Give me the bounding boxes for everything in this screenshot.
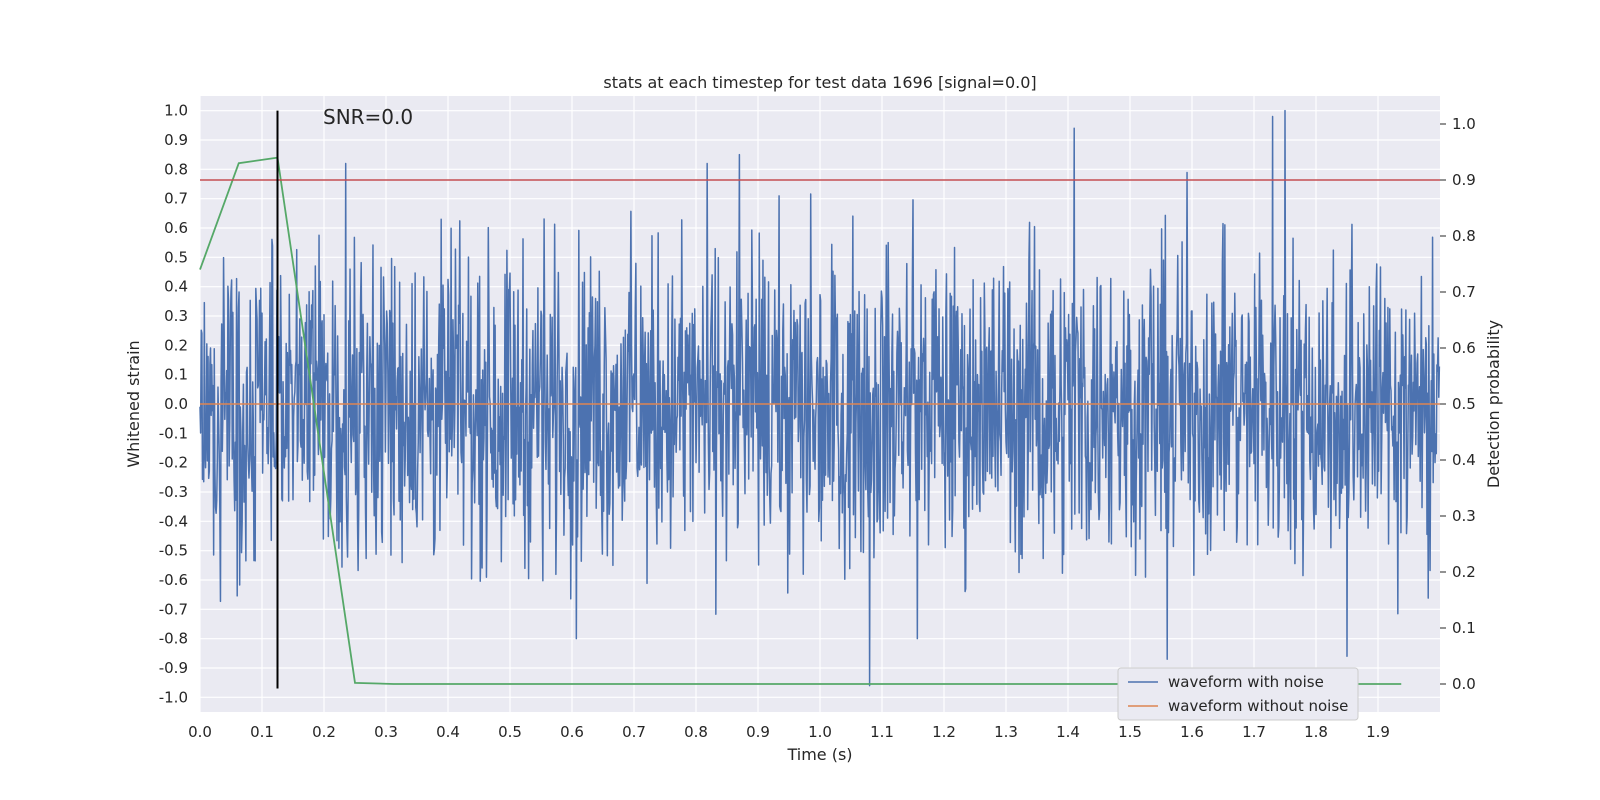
y-tick-label: -0.1 [159, 424, 188, 442]
y-tick-label: 0.9 [164, 131, 188, 149]
x-tick-label: 1.2 [932, 723, 956, 741]
y2-tick-label: 0.9 [1452, 171, 1476, 189]
y2-tick-label: 1.0 [1452, 115, 1476, 133]
y2-tick-label: 0.6 [1452, 339, 1476, 357]
y-tick-label: -0.7 [159, 600, 188, 618]
y-tick-label: 0.0 [164, 395, 188, 413]
legend-label-waveform-without-noise: waveform without noise [1168, 697, 1348, 715]
x-axis-title: Time (s) [786, 745, 852, 764]
y-tick-label: 1.0 [164, 102, 188, 120]
y-tick-label: -0.2 [159, 454, 188, 472]
y-tick-label: 0.7 [164, 190, 188, 208]
x-tick-label: 1.3 [994, 723, 1018, 741]
x-tick-label: 0.6 [560, 723, 584, 741]
tick-layer: 0.0 0.1 0.2 0.3 0.4 0.5 0.6 0.7 0.8 0.9 1.0 1.1 1.2 1… [159, 102, 1476, 741]
chart-title: stats at each timestep for test data 169… [603, 73, 1036, 92]
legend-label-waveform-with-noise: waveform with noise [1168, 673, 1324, 691]
x-tick-label: 1.8 [1304, 723, 1328, 741]
x-tick-label: 0.0 [188, 723, 212, 741]
y-tick-label: -0.6 [159, 571, 188, 589]
y-tick-label: 0.1 [164, 366, 188, 384]
x-tick-label: 0.7 [622, 723, 646, 741]
y2-tick-label: 0.8 [1452, 227, 1476, 245]
y2-tick-label: 0.3 [1452, 507, 1476, 525]
legend: waveform with noise waveform without noi… [1117, 667, 1359, 721]
x-tick-label: 0.5 [498, 723, 522, 741]
series-layer [199, 109, 1441, 689]
series-waveform-with-noise-line [199, 109, 1441, 687]
y2-tick-label: 0.7 [1452, 283, 1476, 301]
y2-tick-label: 0.4 [1452, 451, 1476, 469]
y-tick-label: -1.0 [159, 688, 188, 706]
x-tick-label: 1.1 [870, 723, 894, 741]
y-tick-label: 0.8 [164, 160, 188, 178]
y-tick-label: 0.2 [164, 336, 188, 354]
y2-tick-label: 0.5 [1452, 395, 1476, 413]
y2-tick-label: 0.0 [1452, 675, 1476, 693]
y-axis-title: Whitened strain [124, 340, 143, 467]
x-tick-label: 0.1 [250, 723, 274, 741]
x-tick-label: 0.9 [746, 723, 770, 741]
x-tick-label: 0.3 [374, 723, 398, 741]
legend-box [1117, 667, 1359, 721]
x-tick-label: 1.9 [1366, 723, 1390, 741]
x-tick-label: 1.5 [1118, 723, 1142, 741]
x-tick-label: 1.6 [1180, 723, 1204, 741]
y-tick-label: 0.4 [164, 278, 188, 296]
x-tick-label: 0.4 [436, 723, 460, 741]
snr-annotation: SNR=0.0 [323, 105, 413, 129]
y-tick-label: -0.4 [159, 512, 188, 530]
x-tick-label: 1.7 [1242, 723, 1266, 741]
y-tick-label: 0.3 [164, 307, 188, 325]
y2-axis-title: Detection probability [1484, 320, 1503, 488]
series-detection-probability-line [199, 156, 1402, 685]
y-tick-label: 0.5 [164, 248, 188, 266]
y-tick-label: -0.3 [159, 483, 188, 501]
y2-tick-label: 0.2 [1452, 563, 1476, 581]
y-tick-label: -0.8 [159, 630, 188, 648]
x-tick-label: 1.4 [1056, 723, 1080, 741]
y-tick-label: -0.5 [159, 542, 188, 560]
y-tick-label: -0.9 [159, 659, 188, 677]
y2-tick-label: 0.1 [1452, 619, 1476, 637]
y-tick-label: 0.6 [164, 219, 188, 237]
x-tick-label: 0.2 [312, 723, 336, 741]
x-tick-label: 0.8 [684, 723, 708, 741]
x-tick-label: 1.0 [808, 723, 832, 741]
